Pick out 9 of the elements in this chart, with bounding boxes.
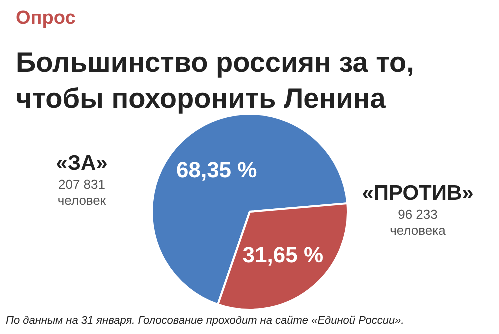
- text: 96 233 человека: [390, 207, 447, 238]
- text: По данным на 31 января. Голосование проходит на сайте «Единой России».: [6, 315, 404, 327]
- slice-label: «ЗА»: [56, 152, 108, 175]
- chart-title: Большинство россиян за то, чтобы похоронить Ленина: [16, 47, 414, 114]
- text: 207 831 человек: [58, 177, 106, 208]
- slice-label: «ПРОТИВ»: [362, 182, 474, 205]
- data-label: 68,35 %: [176, 158, 258, 183]
- data-label: 31,65 %: [242, 242, 324, 268]
- chart-subtitle: Опрос: [16, 8, 76, 29]
